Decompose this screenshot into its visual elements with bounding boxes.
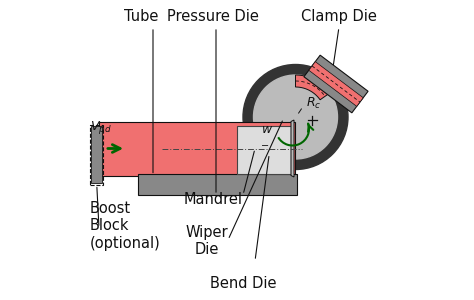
Polygon shape [138,174,297,195]
Text: Bend Die: Bend Die [210,276,276,291]
Text: Boost
Block
(optional): Boost Block (optional) [90,201,161,251]
Text: $V_{pd}$: $V_{pd}$ [90,119,112,136]
Text: −: − [262,140,270,151]
Polygon shape [295,75,330,100]
Text: $w$: $w$ [261,122,273,136]
Text: Tube: Tube [124,9,158,24]
Bar [90,124,103,184]
Circle shape [243,64,348,170]
Polygon shape [237,126,291,174]
Bar [91,126,102,183]
Polygon shape [304,55,368,113]
Text: Pressure Die: Pressure Die [167,9,259,24]
Polygon shape [291,120,294,177]
Text: $R_c$: $R_c$ [306,96,321,111]
Text: Clamp Die: Clamp Die [301,9,377,24]
Text: Mandrel: Mandrel [183,192,243,207]
Polygon shape [309,61,363,106]
Text: Wiper
Die: Wiper Die [186,225,228,257]
Polygon shape [99,122,295,176]
Circle shape [254,75,337,159]
